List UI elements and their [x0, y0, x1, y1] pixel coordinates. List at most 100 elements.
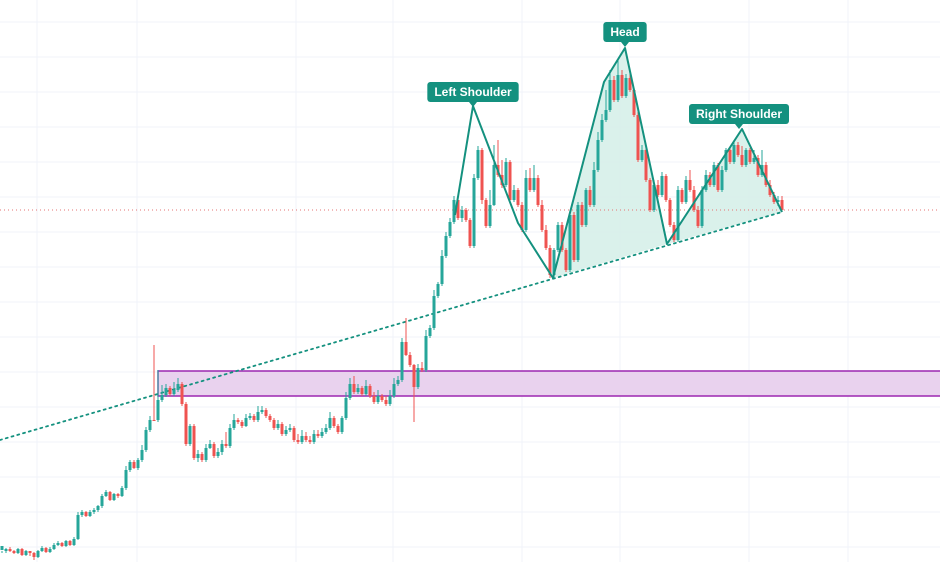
candle[interactable]	[252, 414, 256, 422]
candle[interactable]	[108, 491, 112, 501]
candle[interactable]	[316, 430, 320, 438]
candle[interactable]	[368, 384, 372, 398]
candle[interactable]	[56, 541, 60, 546]
candle[interactable]	[332, 416, 336, 428]
candle[interactable]	[360, 386, 364, 396]
candle[interactable]	[324, 424, 328, 434]
candle[interactable]	[20, 548, 24, 556]
candle[interactable]	[224, 432, 228, 448]
candle[interactable]	[504, 158, 508, 187]
candle[interactable]	[52, 543, 56, 550]
candle[interactable]	[8, 547, 12, 552]
candle[interactable]	[268, 414, 272, 422]
candle[interactable]	[716, 163, 720, 192]
candle[interactable]	[468, 218, 472, 248]
candle[interactable]	[336, 424, 340, 434]
candle[interactable]	[168, 386, 172, 396]
candle[interactable]	[352, 376, 356, 394]
candle[interactable]	[100, 494, 104, 508]
candle[interactable]	[384, 396, 388, 406]
candle[interactable]	[480, 148, 484, 204]
neckline-trendline[interactable]	[0, 211, 783, 441]
candle[interactable]	[16, 548, 20, 554]
candle[interactable]	[28, 551, 32, 556]
candle[interactable]	[176, 378, 180, 392]
candle[interactable]	[464, 208, 468, 222]
candle[interactable]	[396, 376, 400, 386]
candle[interactable]	[756, 155, 760, 177]
candle[interactable]	[80, 510, 84, 517]
candle[interactable]	[436, 282, 440, 298]
candle[interactable]	[740, 146, 744, 167]
candle[interactable]	[372, 392, 376, 404]
candle[interactable]	[180, 382, 184, 406]
candle[interactable]	[684, 176, 688, 204]
candle[interactable]	[300, 430, 304, 444]
candle[interactable]	[152, 345, 156, 421]
candle[interactable]	[664, 174, 668, 202]
candle[interactable]	[92, 508, 96, 514]
candle[interactable]	[472, 174, 476, 248]
candle[interactable]	[240, 420, 244, 428]
candle[interactable]	[328, 412, 332, 430]
candle[interactable]	[144, 427, 148, 452]
candle[interactable]	[260, 406, 264, 414]
candle[interactable]	[280, 422, 284, 436]
candle[interactable]	[192, 424, 196, 460]
candle[interactable]	[320, 428, 324, 438]
candle[interactable]	[284, 426, 288, 436]
candle[interactable]	[128, 460, 132, 472]
candle[interactable]	[732, 140, 736, 164]
candle[interactable]	[184, 402, 188, 446]
candle[interactable]	[388, 390, 392, 406]
candle[interactable]	[236, 418, 240, 424]
candle[interactable]	[120, 486, 124, 497]
candle[interactable]	[44, 547, 48, 553]
candle[interactable]	[508, 160, 512, 202]
candle[interactable]	[728, 148, 732, 164]
candle[interactable]	[544, 225, 548, 250]
candle[interactable]	[404, 318, 408, 356]
candle[interactable]	[60, 542, 64, 547]
candle[interactable]	[744, 148, 748, 167]
candle[interactable]	[656, 180, 660, 197]
candle[interactable]	[84, 511, 88, 517]
candle[interactable]	[124, 466, 128, 490]
candle[interactable]	[748, 148, 752, 164]
candle[interactable]	[68, 540, 72, 546]
candle[interactable]	[156, 370, 160, 422]
candle[interactable]	[292, 426, 296, 442]
candle[interactable]	[248, 413, 252, 420]
candle[interactable]	[136, 458, 140, 470]
candle[interactable]	[392, 378, 396, 398]
candle[interactable]	[520, 202, 524, 232]
candle[interactable]	[736, 142, 740, 157]
candle[interactable]	[312, 430, 316, 444]
candle[interactable]	[628, 74, 632, 92]
candle[interactable]	[256, 406, 260, 422]
candle[interactable]	[364, 380, 368, 396]
candle[interactable]	[680, 188, 684, 204]
candle[interactable]	[188, 424, 192, 446]
candle[interactable]	[72, 537, 76, 546]
candle[interactable]	[204, 444, 208, 462]
candle[interactable]	[428, 325, 432, 338]
candle[interactable]	[340, 416, 344, 434]
candle[interactable]	[264, 408, 268, 418]
candle[interactable]	[296, 434, 300, 444]
candle[interactable]	[104, 490, 108, 497]
candle[interactable]	[424, 330, 428, 372]
candle[interactable]	[636, 112, 640, 162]
candle[interactable]	[600, 114, 604, 142]
demand-zone-rectangle[interactable]	[157, 370, 940, 397]
candle[interactable]	[172, 382, 176, 396]
candle[interactable]	[624, 74, 628, 98]
candle[interactable]	[452, 196, 456, 224]
candle[interactable]	[588, 186, 592, 207]
label-right-shoulder[interactable]: Right Shoulder	[689, 104, 789, 129]
candle[interactable]	[492, 145, 496, 206]
candle[interactable]	[40, 546, 44, 552]
candle[interactable]	[416, 364, 420, 389]
candle[interactable]	[244, 414, 248, 427]
